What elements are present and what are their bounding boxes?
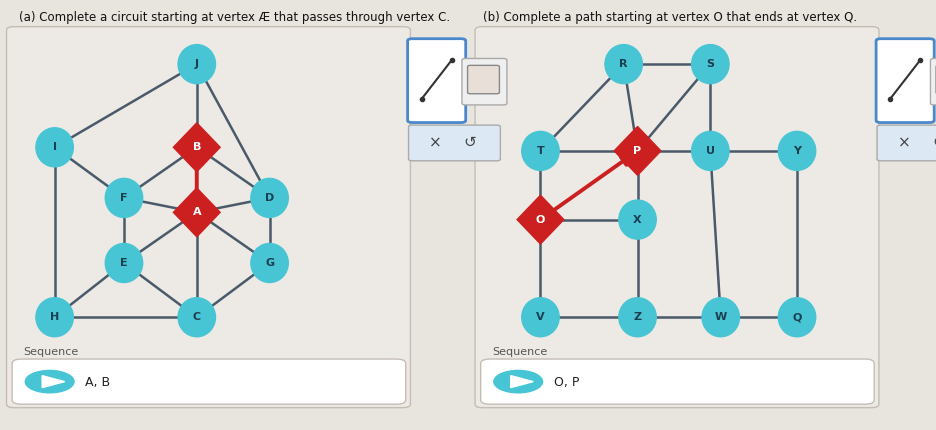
Text: S: S [706, 59, 713, 69]
FancyBboxPatch shape [876, 125, 936, 161]
FancyBboxPatch shape [475, 27, 878, 408]
Text: V: V [535, 312, 544, 322]
FancyBboxPatch shape [407, 39, 465, 123]
Polygon shape [42, 376, 65, 388]
Circle shape [105, 178, 142, 218]
FancyBboxPatch shape [7, 27, 410, 408]
Text: U: U [705, 146, 714, 156]
Circle shape [605, 45, 642, 83]
FancyBboxPatch shape [480, 359, 873, 404]
Circle shape [493, 370, 542, 393]
Text: P: P [633, 146, 641, 156]
Circle shape [521, 132, 559, 170]
Circle shape [701, 298, 739, 337]
Text: E: E [120, 258, 127, 268]
Text: C: C [193, 312, 200, 322]
Polygon shape [173, 188, 220, 237]
Polygon shape [517, 195, 563, 244]
Text: A: A [192, 207, 201, 217]
Text: D: D [265, 193, 274, 203]
Circle shape [778, 298, 815, 337]
Circle shape [618, 200, 655, 239]
Text: J: J [195, 59, 198, 69]
Text: X: X [633, 215, 641, 224]
Text: W: W [714, 312, 726, 322]
Circle shape [251, 178, 288, 218]
Polygon shape [613, 126, 660, 175]
Circle shape [105, 243, 142, 283]
Text: A, B: A, B [85, 376, 110, 389]
Text: Z: Z [633, 312, 641, 322]
Circle shape [25, 370, 74, 393]
Polygon shape [173, 123, 220, 172]
Text: Q: Q [792, 312, 801, 322]
Text: B: B [193, 142, 200, 152]
Text: F: F [120, 193, 127, 203]
Text: Sequence: Sequence [23, 347, 79, 357]
Text: O: O [535, 215, 545, 224]
Text: ↺: ↺ [463, 135, 476, 150]
Text: (a) Complete a circuit starting at vertex Æ that passes through vertex C.: (a) Complete a circuit starting at verte… [19, 11, 449, 24]
Text: Y: Y [792, 146, 800, 156]
Circle shape [36, 128, 73, 167]
Circle shape [178, 298, 215, 337]
Circle shape [36, 298, 73, 337]
Circle shape [521, 298, 559, 337]
FancyBboxPatch shape [929, 58, 936, 105]
Text: ×: × [897, 135, 910, 150]
Text: I: I [52, 142, 56, 152]
Text: (b) Complete a path starting at vertex O that ends at vertex Q.: (b) Complete a path starting at vertex O… [482, 11, 856, 24]
Text: G: G [265, 258, 274, 268]
FancyBboxPatch shape [935, 65, 936, 94]
Circle shape [691, 45, 728, 83]
Text: H: H [50, 312, 59, 322]
Text: O, P: O, P [553, 376, 578, 389]
Circle shape [691, 132, 728, 170]
FancyBboxPatch shape [875, 39, 933, 123]
Text: ×: × [429, 135, 442, 150]
Text: T: T [536, 146, 544, 156]
FancyBboxPatch shape [408, 125, 500, 161]
FancyBboxPatch shape [461, 58, 506, 105]
Text: Sequence: Sequence [491, 347, 547, 357]
Polygon shape [510, 376, 533, 388]
Circle shape [618, 298, 655, 337]
Circle shape [778, 132, 815, 170]
FancyBboxPatch shape [467, 65, 499, 94]
Text: R: R [619, 59, 627, 69]
Circle shape [251, 243, 288, 283]
Circle shape [178, 45, 215, 83]
FancyBboxPatch shape [12, 359, 405, 404]
Text: ↺: ↺ [931, 135, 936, 150]
